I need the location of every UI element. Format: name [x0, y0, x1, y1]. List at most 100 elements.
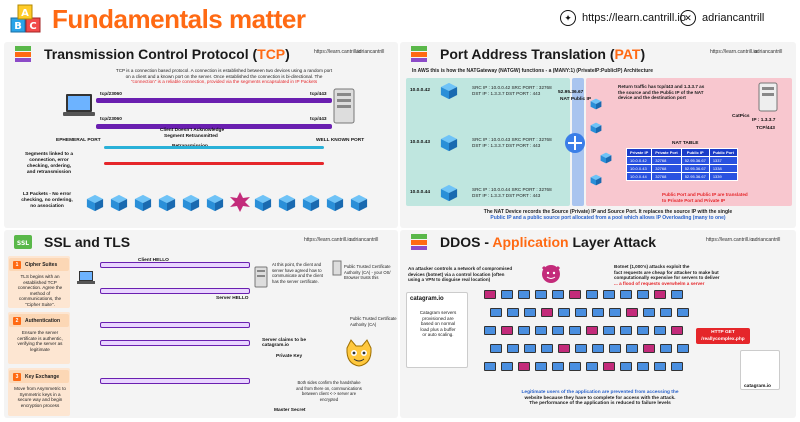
cube-icon [600, 152, 612, 164]
catagram-site-box [740, 350, 780, 390]
server-hello-arrow [100, 288, 250, 294]
ddos-panel: DDOS - Application Layer Attack https://… [400, 230, 796, 418]
botnet-device-icon [507, 344, 519, 353]
botnet-device-icon [558, 344, 570, 353]
nat-row: 10.0.0.42 32768 52.95.36.67 1337 [625, 156, 738, 165]
catpics-port: TCP/443 [756, 126, 775, 131]
catpics-label: CatPics [732, 114, 750, 119]
abc-letter-a: A [21, 8, 29, 19]
ssl-handle: adriancantrill [350, 237, 379, 243]
botnet-device-icon [535, 290, 547, 299]
botnet-device-icon [620, 326, 632, 335]
nat-row: 10.0.0.43 32768 52.95.36.67 1338 [625, 164, 738, 173]
botnet-device-icon [637, 362, 649, 371]
twitter-link[interactable]: ✕ adriancantrill [680, 10, 764, 26]
botnet-device-icon [501, 326, 513, 335]
nat-col-header: Private IP [625, 148, 653, 157]
master-secret-label: Master Secret [274, 408, 306, 413]
cat-emoji-icon [346, 339, 372, 367]
twitter-icon: ✕ [680, 10, 696, 26]
cube-icon [590, 122, 602, 134]
client-hello-arrow [100, 262, 250, 268]
packet-info-1: SRC IP : 10.0.0.42 SRC PORT : 32768 DST I… [472, 85, 552, 96]
cube-icon [110, 194, 128, 212]
botnet-device-icon [569, 326, 581, 335]
botnet-device-icon [575, 308, 587, 317]
botnet-device-icon [586, 362, 598, 371]
cube-icon [590, 174, 602, 186]
server-icon [254, 266, 268, 288]
botnet-device-icon [592, 344, 604, 353]
ssl-shield-icon: SSL [14, 235, 32, 249]
step-3-text: Move from Asymmetric to Symmetric keys i… [14, 386, 66, 408]
botnet-device-icon [620, 290, 632, 299]
botnet-device-icon [484, 362, 496, 371]
catagram-box [406, 292, 468, 368]
botnet-device-icon [609, 344, 621, 353]
botnet-device-icon [518, 326, 530, 335]
laptop-icon [77, 271, 95, 284]
botnet-device-icon [552, 362, 564, 371]
botnet-device-icon [626, 344, 638, 353]
tcp-panel: Transmission Control Protocol (TCP) http… [4, 42, 398, 228]
ephemeral-label: EPHEMERAL PORT [56, 138, 101, 143]
nat-cell: 52.95.36.67 [680, 156, 710, 165]
pat-subtitle: In AWS this is how the NATGateway (NATGW… [412, 68, 654, 74]
ip-label: 10.0.0.44 [410, 190, 431, 195]
botnet-device-icon [637, 326, 649, 335]
cube-icon [182, 194, 200, 212]
private-key-label: Private Key [276, 354, 303, 359]
page-header: A B C Fundamentals matter ✦ https://lear… [0, 0, 800, 40]
nat-cell: 1337 [708, 156, 738, 165]
legit-note: Legitimate users of the application are … [521, 390, 679, 407]
nat-row: 10.0.0.44 32768 52.95.36.67 1339 [625, 172, 738, 181]
botnet-device-icon [524, 308, 536, 317]
ssl-title: SSL and TLS [44, 234, 131, 250]
pat-panel: Port Address Translation (PAT) https://l… [400, 42, 796, 228]
botnet-device-icon [677, 308, 689, 317]
pat-panel-header: Port Address Translation (PAT) https://l… [400, 42, 796, 66]
ack-label: Client Doesn't Acknowledge [160, 128, 225, 133]
catagram-site-label: catagram.io [744, 384, 771, 389]
tcp-panel-header: Transmission Control Protocol (TCP) http… [4, 42, 398, 66]
botnet-device-icon [507, 308, 519, 317]
public-zone [586, 78, 792, 206]
botnet-device-icon [490, 344, 502, 353]
catagram-note: Catagram servers provisioned are based on … [419, 310, 457, 338]
website-link[interactable]: ✦ https://learn.cantrill.io [560, 10, 686, 26]
layers-icon [411, 234, 427, 250]
nat-cell: 32768 [651, 172, 682, 181]
botnet-device-icon [541, 308, 553, 317]
botnet-device-icon [626, 308, 638, 317]
tcp-red-line [104, 162, 324, 165]
port-label: tcp/23060 [100, 92, 122, 97]
botnet-device-icon [603, 362, 615, 371]
nat-cell: 1338 [708, 164, 738, 173]
packet-info-3: SRC IP : 10.0.0.44 SRC PORT : 32768 DST I… [472, 187, 552, 198]
catpics-server-icon [758, 82, 778, 112]
botnet-device-icon [586, 290, 598, 299]
ssl-panel: SSL SSL and TLS https://learn.cantrill.i… [4, 230, 398, 418]
tcp-handle: adriancantrill [356, 49, 385, 55]
http-get-badge: HTTP GET/reallycomplex.php [696, 328, 750, 344]
botnet-device-icon [575, 344, 587, 353]
port-label: tcp/23060 [100, 117, 122, 122]
botnet-device-icon [671, 290, 683, 299]
ssl-site: https://learn.cantrill.io [304, 237, 352, 243]
cube-icon [134, 194, 152, 212]
nat-table-title: NAT TABLE [672, 141, 699, 146]
botnet-device-icon [603, 290, 615, 299]
botnet-device-icon [524, 344, 536, 353]
nat-cell: 32768 [651, 156, 682, 165]
auth-arrow [100, 322, 250, 328]
burst-icon [230, 192, 250, 212]
layers-icon [15, 46, 31, 62]
handle-text: adriancantrill [702, 12, 765, 24]
server-claims: Server claims to be catagram.io [262, 338, 306, 348]
segments-note: Segments linked to a connection, error che… [25, 152, 73, 175]
botnet-device-icon [541, 344, 553, 353]
cube-icon [440, 134, 458, 152]
abc-letter-b: B [14, 21, 22, 32]
tcp-arrow-top [96, 98, 332, 103]
step-key: 3 Key Exchange [9, 370, 69, 383]
